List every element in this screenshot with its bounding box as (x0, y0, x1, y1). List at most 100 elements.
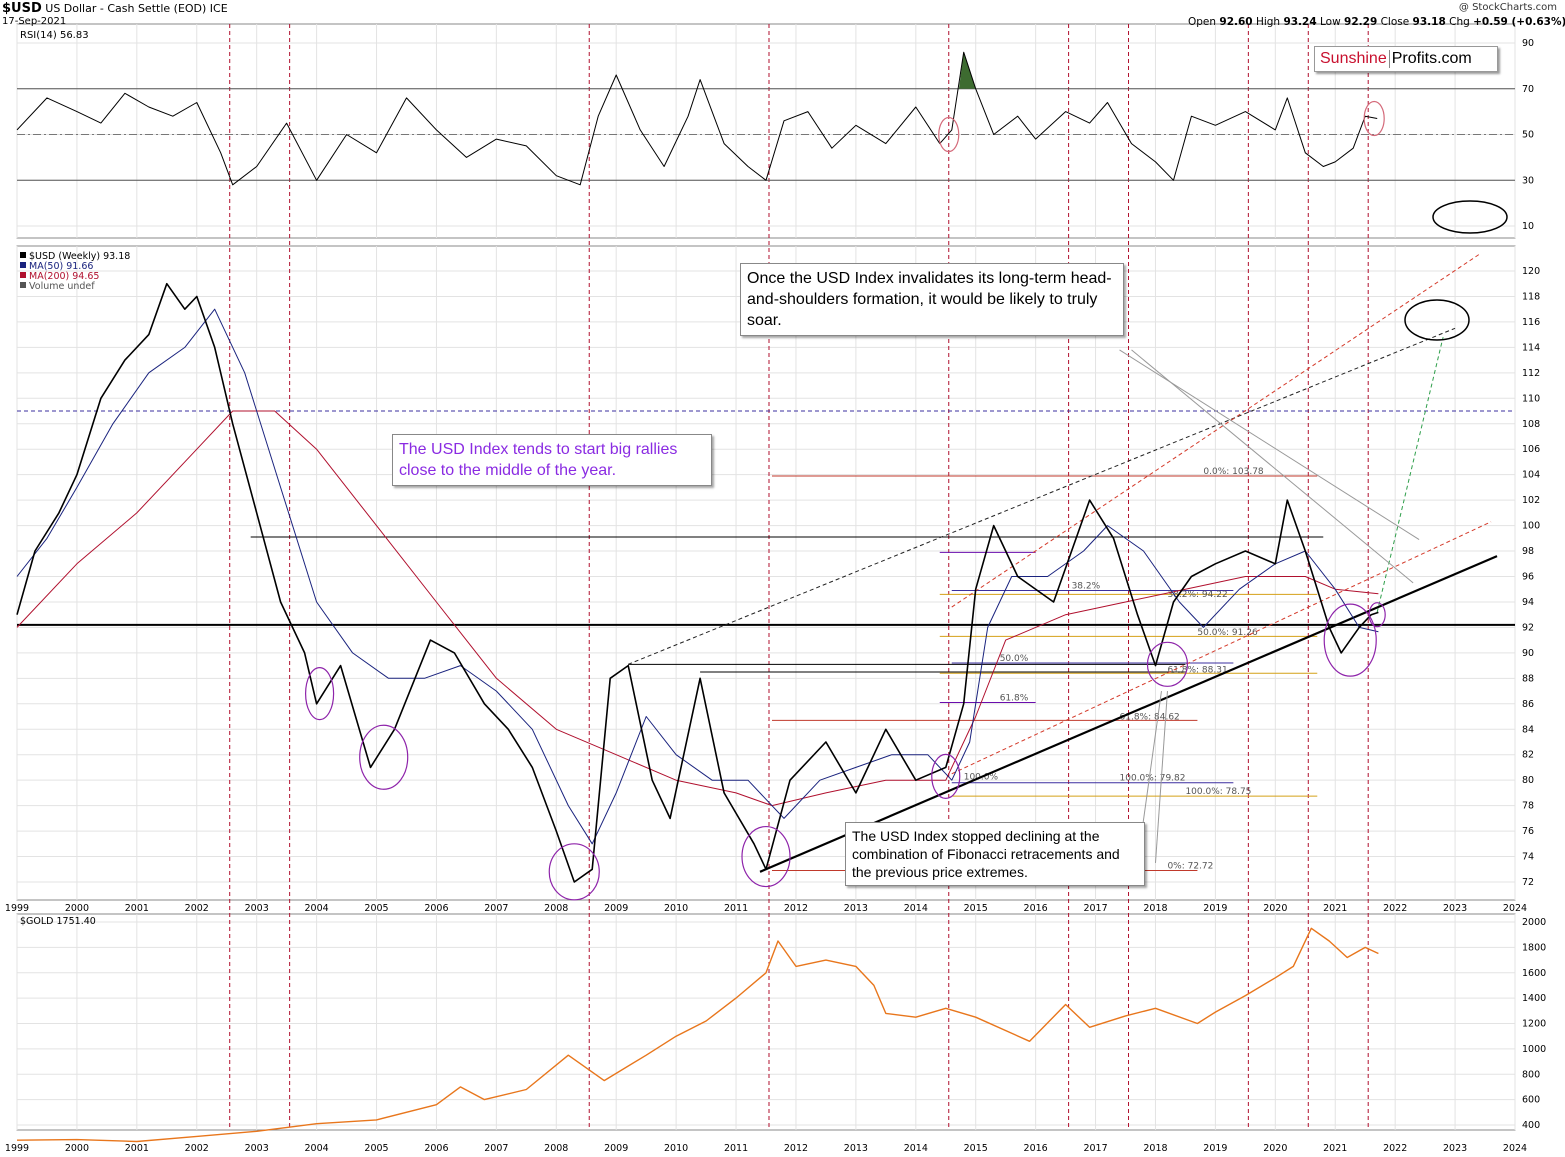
x-tick-label: 2015 (964, 1143, 988, 1154)
x-tick-label: 2008 (544, 1143, 568, 1154)
low-label: Low (1320, 16, 1341, 28)
bottom-highlight-circle (548, 843, 600, 901)
callout-pointer (1131, 349, 1414, 584)
x-tick-label: 2020 (1263, 1143, 1287, 1154)
y-tick-label: 118 (1522, 291, 1540, 302)
x-tick-label: 2024 (1503, 903, 1527, 914)
y-tick-label: 102 (1522, 495, 1540, 506)
y-tick-label: 114 (1522, 342, 1540, 353)
y-tick-label: 120 (1522, 266, 1540, 277)
y-tick-label: 76 (1522, 826, 1534, 837)
head-and-shoulders-callout: Once the USD Index invalidates its long-… (740, 263, 1124, 336)
bottom-highlight-circle (1368, 602, 1386, 628)
fib-label: 0.0%: 103.78 (1203, 467, 1264, 477)
bottom-highlight-circle (931, 753, 961, 799)
high-label: High (1255, 16, 1281, 28)
y-tick-label: 96 (1522, 572, 1534, 583)
usd-legend-entry: MA(50) 91.66 (29, 261, 93, 272)
rsi-overbought-fill (958, 52, 976, 89)
mid-year-callout: The USD Index tends to start big rallies… (392, 434, 712, 486)
bottom-highlight-circle (304, 667, 335, 721)
rsi-circle-2021 (1363, 100, 1385, 137)
fib-label: 61.8%: 88.31 (1167, 665, 1227, 675)
usd-legend-swatch (20, 252, 26, 258)
close-value: 93.18 (1412, 16, 1446, 28)
upper-black-dashed-channel (627, 327, 1456, 665)
y-tick-label: 94 (1522, 597, 1534, 608)
callout-pointer (1154, 691, 1168, 863)
x-tick-label: 2015 (964, 903, 988, 914)
y-tick-label: 112 (1522, 368, 1540, 379)
symbol-description: US Dollar - Cash Settle (EOD) ICE (45, 2, 228, 15)
close-label: Close (1380, 16, 1410, 28)
x-tick-label: 2008 (544, 903, 568, 914)
x-tick-label: 2003 (245, 1143, 269, 1154)
usd-legend-swatch (20, 282, 26, 288)
x-tick-label: 2014 (904, 903, 928, 914)
panel-frame-usd (16, 245, 1516, 901)
logo-separator (1388, 49, 1390, 68)
x-tick-label: 2009 (604, 903, 628, 914)
y-tick-label: 1200 (1522, 1019, 1546, 1030)
long-term-support-trendline (759, 555, 1498, 873)
fibonacci-callout: The USD Index stopped declining at the c… (845, 822, 1145, 886)
gold-price-line (16, 927, 1379, 1143)
y-tick-label: 800 (1522, 1069, 1540, 1080)
x-tick-label: 2007 (484, 1143, 508, 1154)
copyright-label: @ StockCharts.com (1458, 2, 1557, 13)
fib-label: 100.0%: 78.75 (1185, 787, 1251, 797)
lower-red-dashed-channel (951, 521, 1492, 775)
y-tick-label: 1800 (1522, 942, 1546, 953)
y-tick-label: 88 (1522, 673, 1534, 684)
x-tick-label: 2013 (844, 1143, 868, 1154)
x-tick-label: 2012 (784, 1143, 808, 1154)
y-tick-label: 80 (1522, 775, 1534, 786)
y-tick-label: 2000 (1522, 917, 1546, 928)
y-tick-label: 90 (1522, 38, 1534, 49)
fib-label: 0%: 72.72 (1167, 862, 1213, 872)
usd-legend-entry: $USD (Weekly) 93.18 (29, 251, 130, 262)
y-tick-label: 116 (1522, 317, 1540, 328)
x-tick-label: 2016 (1024, 903, 1048, 914)
fib-label: 50.0%: 91.26 (1197, 628, 1258, 638)
x-tick-label: 2006 (424, 903, 448, 914)
y-tick-label: 10 (1522, 221, 1534, 232)
y-tick-label: 92 (1522, 622, 1534, 633)
x-tick-label: 2017 (1083, 903, 1107, 914)
x-tick-label: 2005 (364, 903, 388, 914)
usd-legend-swatch (20, 262, 26, 268)
chart-header-title: $USD US Dollar - Cash Settle (EOD) ICE (2, 1, 228, 16)
x-tick-label: 2018 (1143, 1143, 1167, 1154)
x-tick-label: 2021 (1323, 1143, 1347, 1154)
high-value: 93.24 (1283, 16, 1317, 28)
y-tick-label: 30 (1522, 175, 1534, 186)
x-tick-label: 2010 (664, 1143, 688, 1154)
x-tick-label: 2020 (1263, 903, 1287, 914)
chg-label: Chg (1449, 16, 1470, 28)
x-tick-label: 2017 (1083, 1143, 1107, 1154)
x-tick-label: 2014 (904, 1143, 928, 1154)
usd-price-line (16, 282, 1379, 883)
y-tick-label: 1000 (1522, 1044, 1546, 1055)
x-tick-label: 2022 (1383, 903, 1407, 914)
fib-label: 38.2% (1072, 582, 1101, 592)
bottom-highlight-circle (359, 724, 409, 790)
x-tick-label: 2002 (185, 903, 209, 914)
y-tick-label: 1400 (1522, 993, 1546, 1004)
y-tick-label: 108 (1522, 419, 1540, 430)
x-tick-label: 2009 (604, 1143, 628, 1154)
x-tick-label: 2019 (1203, 903, 1227, 914)
x-tick-label: 2006 (424, 1143, 448, 1154)
x-tick-label: 2023 (1443, 903, 1467, 914)
x-tick-label: 1999 (5, 1143, 29, 1154)
y-tick-label: 106 (1522, 444, 1540, 455)
chart-date: 17-Sep-2021 (2, 16, 67, 27)
target-ellipse-lower (1404, 299, 1470, 341)
x-tick-label: 2005 (364, 1143, 388, 1154)
bottom-highlight-circle (741, 825, 791, 888)
x-tick-label: 1999 (5, 903, 29, 914)
ma200-line (16, 410, 1379, 807)
x-tick-label: 2002 (185, 1143, 209, 1154)
open-value: 92.60 (1219, 16, 1253, 28)
